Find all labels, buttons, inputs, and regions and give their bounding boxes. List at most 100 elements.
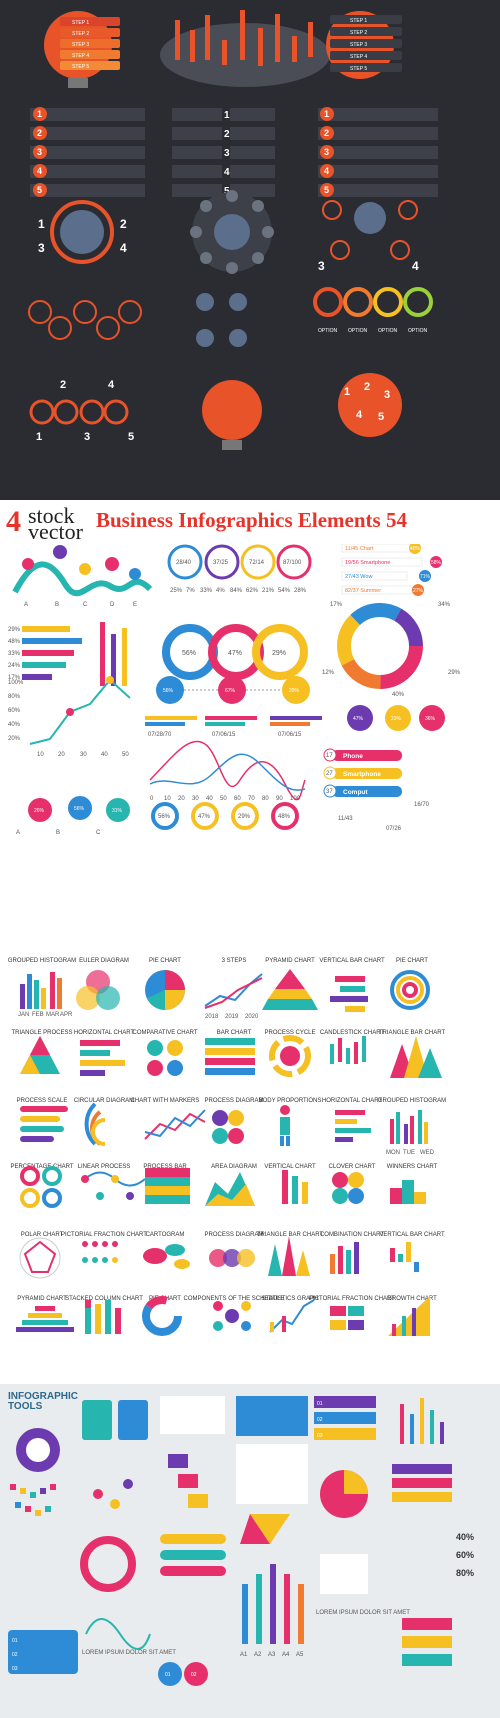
svg-text:40%: 40%: [8, 722, 21, 728]
ring-value: 37/25: [213, 560, 229, 566]
list-number: 1: [324, 109, 329, 119]
chart-type-title: PROCESS DIAGRAM: [204, 1098, 263, 1104]
bulb-bottom-icon: [202, 380, 262, 440]
legend-entry: 11/45 Chart: [345, 546, 374, 552]
list-number: 5: [324, 185, 329, 195]
rocket-ring-left: [50, 200, 114, 264]
list-number: 3: [324, 147, 329, 157]
svg-text:07/06/15: 07/06/15: [212, 732, 236, 738]
svg-text:29%: 29%: [238, 814, 251, 820]
light-infographics-panel: A B C D E 28/40 37/25 72/14 87/100 25% 7…: [0, 542, 500, 944]
svg-text:62%: 62%: [246, 588, 259, 594]
ring-value: 72/14: [249, 560, 265, 566]
legend-bars: 11/45 Chart 19/56 Smartphone 27/43 Wow 8…: [341, 542, 442, 596]
chart-type-title: VERTICAL BAR CHART: [379, 1232, 445, 1238]
euler-diagram: [76, 970, 120, 1010]
step-label: STEP 1: [350, 18, 367, 24]
logo-digit: 4: [6, 505, 21, 538]
svg-text:80%: 80%: [8, 694, 21, 700]
svg-text:30: 30: [192, 796, 199, 802]
svg-text:20: 20: [178, 796, 185, 802]
step-label: STEP 5: [350, 66, 367, 72]
comparative-chart: [147, 1040, 183, 1076]
chart-type-title: GROWTH CHART: [387, 1296, 437, 1302]
list-number: 1: [37, 109, 42, 119]
svg-text:100: 100: [290, 796, 301, 802]
chart-type-title: EULER DIAGRAM: [79, 958, 129, 964]
svg-text:APR: APR: [60, 1012, 73, 1018]
legend-entry: 19/56 Smartphone: [345, 560, 390, 566]
svg-text:5: 5: [378, 411, 384, 423]
head-bottom-numbers: 1 2 3 4 5: [344, 381, 390, 423]
option-label: OPTION: [408, 328, 428, 334]
pictorial-fraction-chart-1: [82, 1241, 118, 1263]
triangle-bar-chart-1: [390, 1036, 442, 1078]
svg-text:29%: 29%: [289, 688, 300, 694]
head-bottom-icon: [338, 373, 402, 437]
ring-value: 28/40: [176, 560, 192, 566]
list-number: 4: [108, 379, 115, 391]
legend-entry: 82/37 Summer: [345, 588, 381, 594]
chart-type-title: PROCESS CYCLE: [264, 1030, 315, 1036]
number-circles-bottom-left: 1 2 3 4 5: [29, 379, 134, 443]
chart-type-title: VERTICAL CHART: [264, 1164, 316, 1170]
horizontal-bars: 29% 48% 33% 24% 17%: [8, 626, 82, 681]
svg-text:11/43: 11/43: [338, 816, 353, 822]
vertical-bar-chart-2: [390, 1242, 419, 1272]
chart-type-title: CLOVER CHART: [329, 1164, 376, 1170]
ring-pct: 56%: [182, 650, 196, 657]
top-rings: [167, 544, 312, 580]
grouped-histogram-2: MON TUE WED: [386, 1110, 435, 1156]
list-number: 1: [224, 110, 230, 121]
svg-text:84%: 84%: [230, 588, 243, 594]
tools-pct: 80%: [456, 1568, 474, 1578]
pie-chart-1: [145, 970, 185, 1010]
chart-type-title: COMBINATION CHART: [320, 1232, 384, 1238]
svg-text:01: 01: [165, 1672, 171, 1678]
winners-chart: [390, 1180, 426, 1204]
chart-type-title: PROCESS BAR: [143, 1164, 187, 1170]
area-diagram: [205, 1172, 255, 1206]
chart-type-title: HORIZONTAL CHART: [322, 1098, 383, 1104]
svg-text:2020: 2020: [245, 1014, 259, 1020]
chart-type-title: LINEAR PROCESS: [78, 1164, 131, 1170]
svg-text:Comput: Comput: [343, 789, 368, 796]
svg-text:58%: 58%: [431, 560, 442, 566]
donut-segment: [337, 603, 423, 689]
chart-type-title: STATISTICS GRAPH: [262, 1296, 319, 1302]
svg-text:17%: 17%: [8, 675, 21, 681]
svg-text:4: 4: [356, 409, 363, 421]
svg-text:20: 20: [58, 752, 65, 758]
svg-text:MON: MON: [386, 1150, 400, 1156]
chart-type-title: PIE CHART: [149, 958, 181, 964]
rocket-left-icon: [60, 210, 104, 254]
svg-text:50: 50: [122, 752, 129, 758]
donut-segment: [337, 603, 423, 689]
chart-type-title: STACKED COLUMN CHART: [65, 1296, 143, 1302]
chart-type-title: TRIANGLE BAR CHART: [257, 1232, 324, 1238]
light-infographics-art: A B C D E 28/40 37/25 72/14 87/100 25% 7…: [8, 542, 461, 836]
rocket-right-icon: [354, 202, 386, 234]
svg-text:47%: 47%: [353, 716, 364, 722]
wave-letter: B: [55, 602, 59, 608]
svg-text:LOREM IPSUM DOLOR SIT AMET: LOREM IPSUM DOLOR SIT AMET: [82, 1650, 176, 1656]
tools-col-5: 01 02 03 LOREM IPSUM DOLOR SIT AMET: [314, 1396, 410, 1616]
svg-text:23%: 23%: [391, 716, 402, 722]
clover-chart: [332, 1172, 364, 1204]
svg-text:10: 10: [164, 796, 171, 802]
stock-vector-logo: 4 stock vector: [6, 505, 146, 543]
svg-text:01: 01: [12, 1638, 18, 1644]
svg-text:40%: 40%: [392, 692, 405, 698]
svg-text:4%: 4%: [216, 588, 225, 594]
scale-bars: 07/28/70 07/06/15 07/06/15: [145, 716, 322, 738]
dark-infographics-panel: STEP 1 STEP 2 STEP 3 STEP 4 STEP 5: [0, 0, 500, 500]
chart-type-title: POLAR CHART: [21, 1232, 64, 1238]
svg-text:10: 10: [37, 752, 44, 758]
chart-type-title: PYRAMID CHART: [17, 1296, 67, 1302]
chart-type-title: TRIANGLE PROCESS: [11, 1030, 72, 1036]
chart-grid-art: GROUPED HISTOGRAM EULER DIAGRAM PIE CHART 3…: [8, 958, 446, 1336]
svg-text:33%: 33%: [8, 651, 21, 657]
svg-text:26%: 26%: [34, 808, 45, 814]
bulb-bottom-base: [222, 440, 242, 450]
